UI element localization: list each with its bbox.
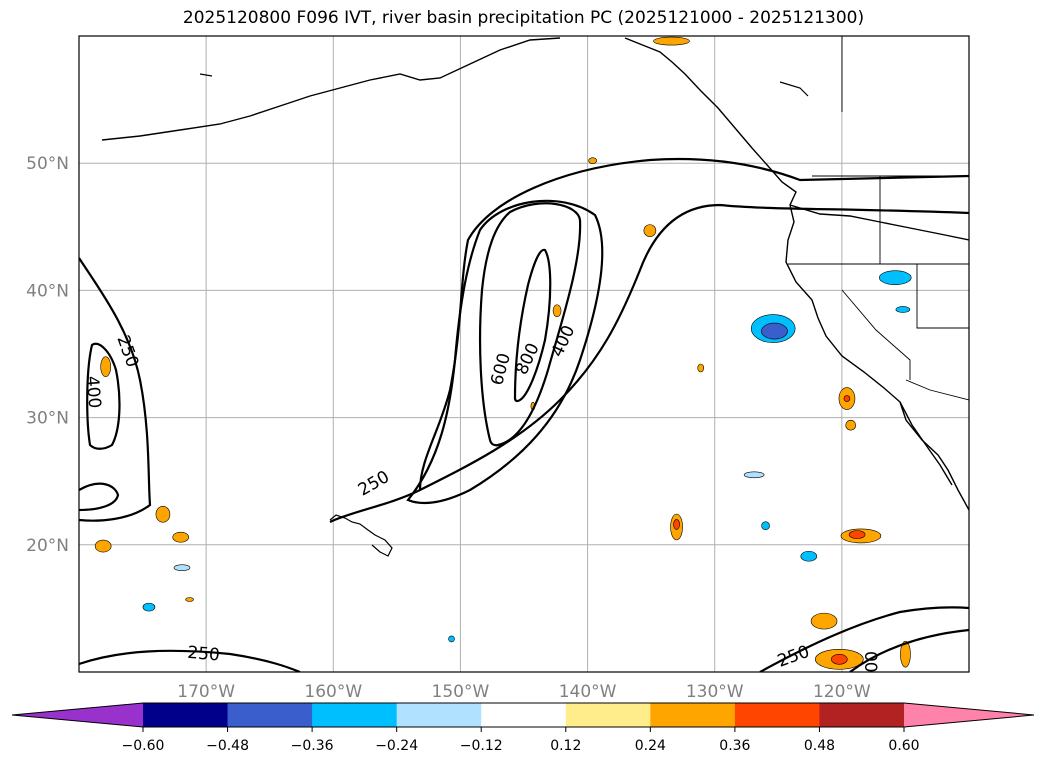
longitude-label: 120°W	[813, 682, 871, 702]
precipitation-patch	[673, 519, 680, 530]
precipitation-patch	[878, 270, 912, 285]
contour-label: 00	[860, 651, 880, 673]
precipitation-patch	[895, 306, 911, 313]
precipitation-patch	[845, 419, 857, 431]
ivt-contour-400-southeast	[849, 628, 969, 672]
precipitation-patch	[643, 224, 657, 237]
contour-label: 250	[187, 643, 221, 666]
coastline-north-america	[624, 37, 969, 511]
precipitation-patch	[761, 322, 788, 340]
map-plot-area	[79, 36, 969, 672]
border-nevada	[916, 264, 969, 329]
longitude-label: 170°W	[177, 682, 235, 702]
ivt-contour-800	[513, 248, 552, 403]
colorbar: −0.60 −0.48 −0.36 −0.24 −0.12 0.12 0.24 0.36 0.4…	[11, 702, 1035, 754]
colorbar-swatch	[481, 703, 567, 727]
precipitation-patch	[810, 612, 838, 630]
latitude-label: 50°N	[26, 154, 69, 174]
precipitation-patch	[900, 640, 911, 668]
ivt-contour-600	[478, 202, 582, 447]
precipitation-patch	[761, 521, 770, 531]
border-california-nevada	[841, 289, 911, 380]
ivt-contour-250-southeast	[759, 606, 969, 672]
colorbar-tick-label: 0.48	[804, 738, 835, 754]
precipitation-patch	[100, 356, 111, 378]
colorbar-tick-label: −0.60	[122, 738, 165, 754]
colorbar-tick-label: 0.36	[719, 738, 750, 754]
ivt-contour-400-west	[79, 482, 120, 512]
longitude-labels: 170°W 160°W 150°W 140°W 130°W 120°W	[177, 682, 871, 702]
coastline-alaska-peninsula	[101, 37, 561, 141]
precipitation-patch	[831, 653, 848, 665]
precipitation-patch	[653, 36, 690, 46]
border-mexico-us	[905, 379, 969, 401]
ivt-contour-250-west	[79, 257, 152, 522]
colorbar-swatch	[227, 703, 313, 727]
ivt-contour-250-southwest	[79, 649, 301, 672]
island-small-2	[779, 81, 809, 97]
precipitation-patch	[142, 602, 156, 612]
longitude-label: 160°W	[304, 682, 362, 702]
contour-label: 400	[82, 375, 105, 409]
precipitation-patch	[185, 597, 194, 602]
colorbar-extend-low	[12, 703, 143, 727]
precipitation-patch	[155, 505, 171, 523]
latitude-label: 40°N	[26, 281, 69, 301]
longitude-label: 130°W	[686, 682, 744, 702]
colorbar-swatch	[819, 703, 905, 727]
ivt-contour-400-west-upper	[86, 342, 121, 450]
precipitation-patch	[448, 635, 455, 643]
precipitation-patch	[843, 395, 851, 402]
latitude-label: 30°N	[26, 409, 69, 429]
precipitation-patch	[848, 530, 866, 539]
map-title: 2025120800 F096 IVT, river basin precipi…	[182, 8, 865, 28]
colorbar-tick-label: 0.24	[635, 738, 666, 754]
longitude-label: 140°W	[559, 682, 617, 702]
precipitation-patch	[552, 304, 562, 318]
colorbar-tick-label: 0.60	[888, 738, 919, 754]
ivt-contour-400	[406, 199, 604, 505]
precipitation-patch	[800, 550, 818, 562]
precipitation-patch	[94, 539, 112, 553]
precipitation-patch	[172, 531, 190, 543]
colorbar-swatch	[565, 703, 651, 727]
longitude-label: 150°W	[432, 682, 490, 702]
precipitation-anomaly-layer	[94, 36, 912, 670]
colorbar-swatch	[734, 703, 820, 727]
island-small-1	[199, 73, 213, 77]
precipitation-patch	[697, 363, 705, 373]
colorbar-tick-label: −0.12	[460, 738, 503, 754]
coastline-baja	[899, 401, 953, 486]
map-frame	[78, 35, 970, 673]
colorbar-tick-label: −0.48	[206, 738, 249, 754]
precipitation-patch	[743, 471, 765, 479]
colorbar-extend-high	[904, 703, 1034, 727]
colorbar-tick-label: −0.36	[291, 738, 334, 754]
colorbar-swatch	[143, 703, 229, 727]
colorbar-tick-label: −0.24	[375, 738, 418, 754]
precipitation-patch	[588, 157, 597, 164]
precipitation-patch	[173, 564, 191, 571]
gridlines	[79, 36, 969, 672]
latitude-labels: 50°N 40°N 30°N 20°N	[26, 154, 69, 556]
colorbar-swatch	[650, 703, 736, 727]
ivt-contours	[79, 157, 969, 672]
colorbar-swatch	[396, 703, 482, 727]
colorbar-swatch	[312, 703, 398, 727]
ivt-contour-250-north	[418, 157, 969, 491]
colorbar-tick-label: 0.12	[550, 738, 581, 754]
latitude-label: 20°N	[26, 536, 69, 556]
